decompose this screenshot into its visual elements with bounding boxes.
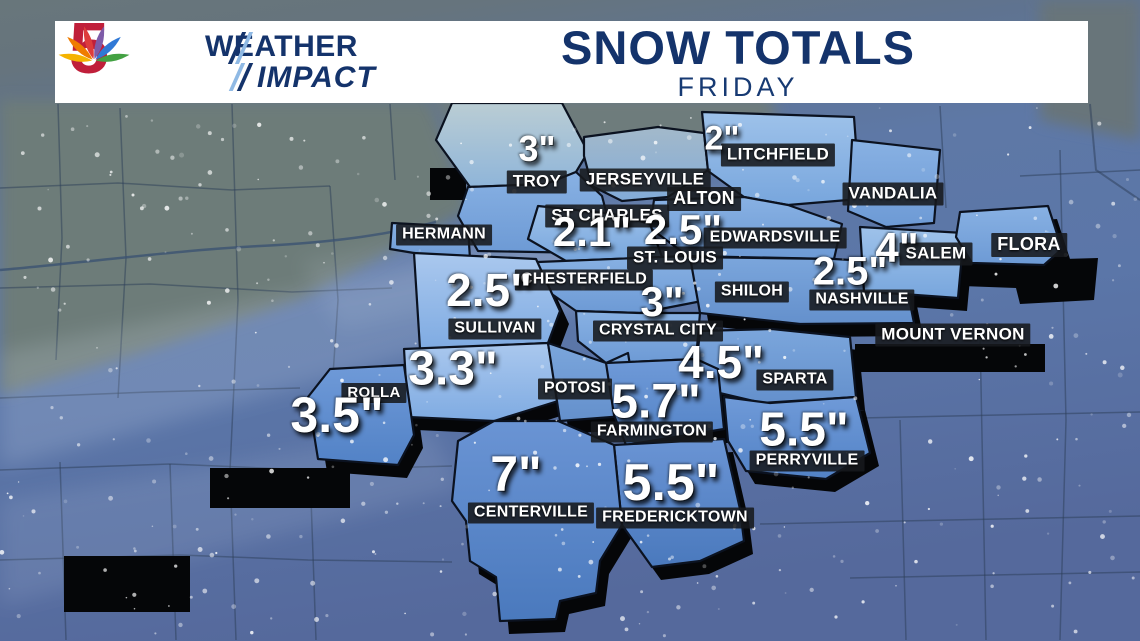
brand-impact-text: IMPACT: [257, 61, 376, 94]
peacock-petal: [67, 36, 93, 60]
city-label: TROY: [506, 170, 568, 194]
city-label: SHILOH: [714, 281, 790, 303]
nbc-peacock-icon: [58, 26, 130, 62]
snow-total-label: 2.5": [643, 206, 723, 253]
snow-total-label: 3.3": [408, 342, 498, 396]
city-label: LITCHFIELD: [720, 143, 836, 167]
city-label: FARMINGTON: [590, 421, 714, 443]
city-label: MOUNT VERNON: [875, 323, 1031, 347]
city-label: ST. LOUIS: [627, 246, 723, 270]
page-subtitle: FRIDAY: [677, 71, 799, 102]
city-label: CHESTERFIELD: [514, 269, 654, 291]
snow-total-label: 2.5": [812, 249, 888, 294]
snow-total-label: 3": [518, 128, 556, 169]
snow-total-label: 5.7": [611, 375, 701, 429]
snow-total-label: 5.5": [622, 454, 720, 512]
city-label: CRYSTAL CITY: [593, 320, 723, 342]
snow-total-label: 2.1": [552, 208, 632, 255]
city-label: SULLIVAN: [448, 318, 542, 340]
city-label: SALEM: [899, 242, 973, 266]
city-label: POTOSI: [538, 378, 612, 400]
page-title: SNOW TOTALS: [561, 21, 915, 74]
snow-speckles: [0, 107, 1138, 638]
city-label: ROLLA: [341, 383, 407, 403]
peacock-petal: [95, 53, 130, 62]
city-label: VANDALIA: [842, 182, 944, 206]
city-label: HERMANN: [396, 224, 492, 246]
peacock-petal: [83, 26, 94, 60]
city-label: JERSEYVILLE: [579, 168, 711, 192]
weather-impact-brand: WEATHER IMPACT: [205, 30, 465, 95]
headline-block: SNOW TOTALS FRIDAY: [438, 24, 1038, 103]
snow-total-label: 3": [640, 278, 684, 325]
river-line: [0, 220, 437, 272]
snow-total-label: 5.5": [759, 403, 849, 457]
city-label: SPARTA: [756, 369, 834, 391]
snow-total-label: 2.5": [446, 264, 532, 316]
snow-total-label: 4.5": [678, 336, 764, 388]
city-label: EDWARDSVILLE: [703, 227, 847, 249]
city-label: FREDERICKTOWN: [596, 507, 754, 529]
city-label: FLORA: [991, 233, 1067, 257]
snow-total-label: 7": [490, 446, 542, 502]
snow-total-label: 4": [875, 224, 919, 271]
peacock-petal: [95, 36, 121, 60]
city-label: NASHVILLE: [809, 289, 915, 311]
peacock-petal: [58, 53, 93, 62]
snow-total-label: 2": [704, 119, 740, 158]
city-label: PERRYVILLE: [749, 450, 865, 472]
city-label: ALTON: [667, 187, 741, 211]
city-label: CENTERVILLE: [467, 502, 595, 524]
snow-total-label: 3.5": [290, 387, 384, 443]
city-label: ST CHARLES: [545, 204, 669, 228]
peacock-petal: [94, 26, 105, 60]
header-banner: 5 WEATHER IMPACT SNOW TOTALS FRIDAY: [55, 13, 1088, 103]
